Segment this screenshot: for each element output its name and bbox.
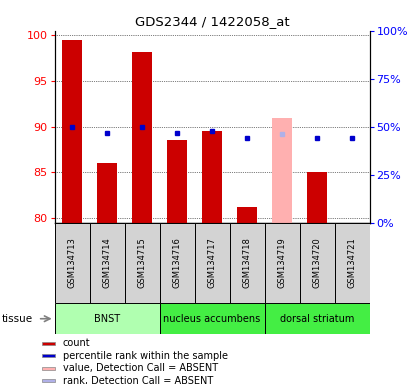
Text: GSM134716: GSM134716 xyxy=(173,238,181,288)
Bar xyxy=(299,223,335,303)
Text: BNST: BNST xyxy=(94,314,120,324)
Text: GSM134717: GSM134717 xyxy=(207,238,217,288)
Text: percentile rank within the sample: percentile rank within the sample xyxy=(63,351,228,361)
Bar xyxy=(55,223,89,303)
Text: GSM134713: GSM134713 xyxy=(68,238,76,288)
Bar xyxy=(230,223,265,303)
Text: nucleus accumbens: nucleus accumbens xyxy=(163,314,261,324)
Bar xyxy=(160,223,194,303)
Bar xyxy=(132,52,152,223)
Bar xyxy=(202,131,222,223)
Text: rank, Detection Call = ABSENT: rank, Detection Call = ABSENT xyxy=(63,376,213,384)
Bar xyxy=(273,118,292,223)
Title: GDS2344 / 1422058_at: GDS2344 / 1422058_at xyxy=(135,15,289,28)
Bar xyxy=(265,223,299,303)
Bar xyxy=(194,223,230,303)
Bar xyxy=(237,207,257,223)
Bar xyxy=(125,223,160,303)
Bar xyxy=(160,303,265,334)
Text: GSM134718: GSM134718 xyxy=(243,238,252,288)
Bar xyxy=(42,366,55,369)
Bar xyxy=(42,342,55,344)
Text: GSM134714: GSM134714 xyxy=(102,238,112,288)
Bar xyxy=(89,223,125,303)
Text: GSM134719: GSM134719 xyxy=(278,238,286,288)
Text: value, Detection Call = ABSENT: value, Detection Call = ABSENT xyxy=(63,363,218,373)
Bar xyxy=(265,303,370,334)
Text: tissue: tissue xyxy=(2,314,33,324)
Bar xyxy=(55,303,160,334)
Bar xyxy=(307,172,327,223)
Bar xyxy=(168,141,187,223)
Text: GSM134720: GSM134720 xyxy=(312,238,322,288)
Bar xyxy=(42,379,55,382)
Bar xyxy=(335,223,370,303)
Bar xyxy=(63,40,82,223)
Bar xyxy=(97,163,117,223)
Bar xyxy=(42,354,55,357)
Text: GSM134721: GSM134721 xyxy=(348,238,357,288)
Text: GSM134715: GSM134715 xyxy=(138,238,147,288)
Text: count: count xyxy=(63,338,90,348)
Text: dorsal striatum: dorsal striatum xyxy=(280,314,354,324)
